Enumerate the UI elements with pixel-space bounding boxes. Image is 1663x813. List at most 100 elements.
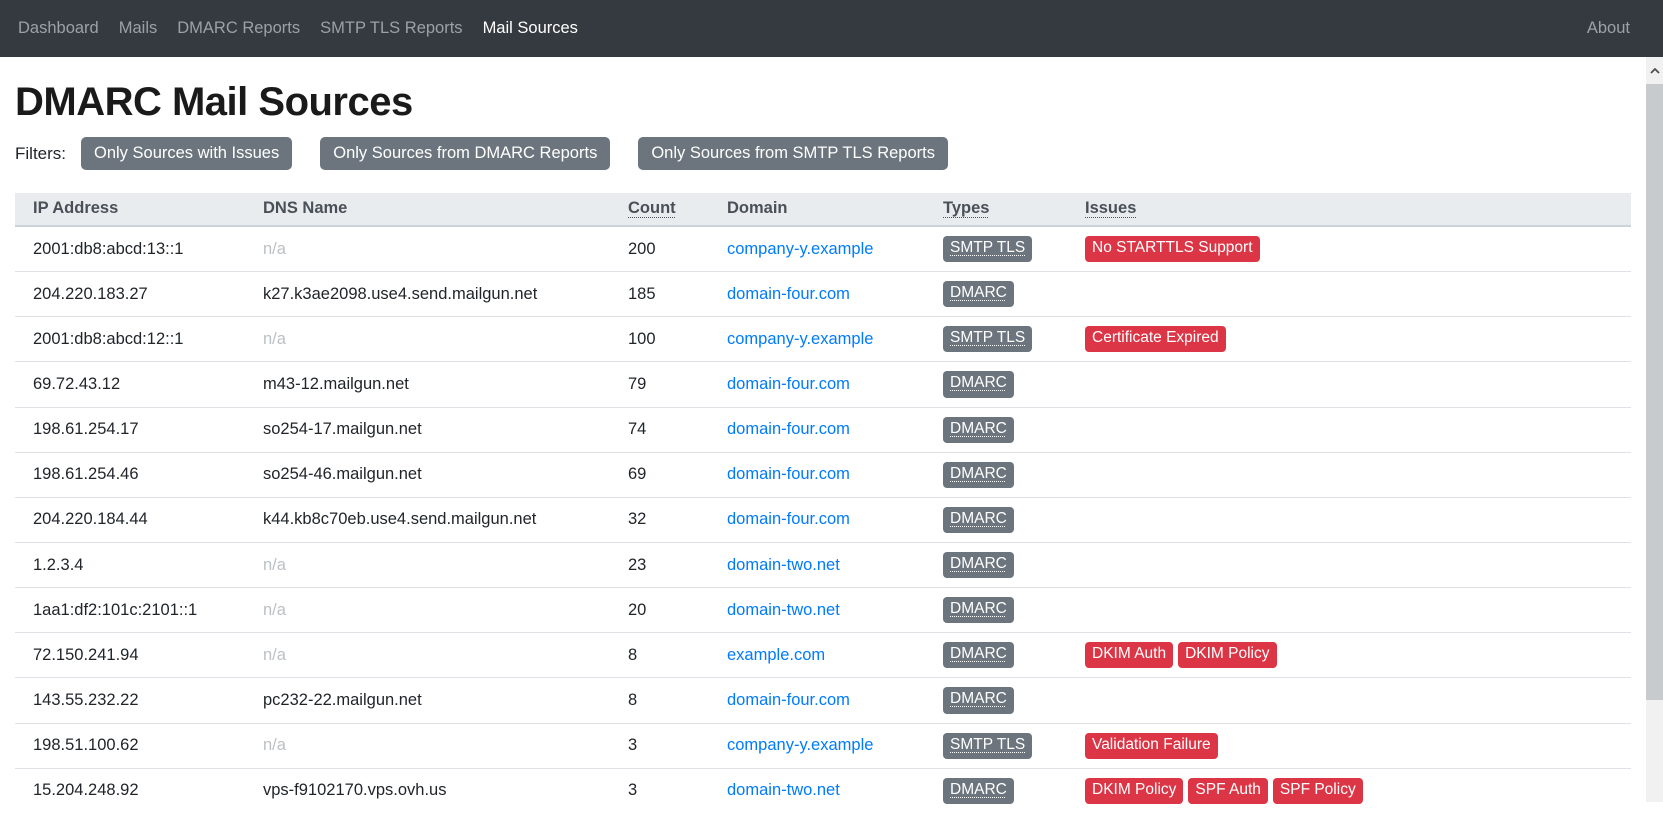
domain-link[interactable]: domain-two.net [727, 556, 840, 574]
column-header-ip-address: IP Address [15, 193, 263, 226]
type-badge-dmarc[interactable]: DMARC [943, 507, 1014, 533]
nav-item-mail-sources[interactable]: Mail Sources [473, 11, 588, 46]
cell-types: DMARC [943, 588, 1085, 633]
cell-count: 74 [628, 407, 727, 452]
domain-link[interactable]: company-y.example [727, 330, 873, 348]
cell-domain: company-y.example [727, 317, 943, 362]
nav-item-smtp-tls-reports[interactable]: SMTP TLS Reports [310, 11, 472, 46]
type-badge-smtp-tls[interactable]: SMTP TLS [943, 326, 1032, 352]
type-badge-smtp-tls[interactable]: SMTP TLS [943, 236, 1032, 262]
cell-issues [1085, 542, 1631, 587]
cell-count: 23 [628, 542, 727, 587]
cell-ip-address: 72.150.241.94 [15, 633, 263, 678]
cell-types: DMARC [943, 362, 1085, 407]
cell-types: DMARC [943, 768, 1085, 813]
filters-bar: Filters: Only Sources with Issues Only So… [15, 137, 1631, 170]
type-badge-dmarc[interactable]: DMARC [943, 462, 1014, 488]
type-badge-dmarc[interactable]: DMARC [943, 778, 1014, 804]
cell-dns-name: k44.kb8c70eb.use4.send.mailgun.net [263, 497, 628, 542]
cell-count: 20 [628, 588, 727, 633]
domain-link[interactable]: company-y.example [727, 736, 873, 754]
cell-issues [1085, 588, 1631, 633]
type-badge-dmarc[interactable]: DMARC [943, 687, 1014, 713]
cell-dns-name: so254-17.mailgun.net [263, 407, 628, 452]
cell-domain: domain-two.net [727, 588, 943, 633]
column-header-count[interactable]: Count [628, 193, 727, 226]
main-content: DMARC Mail Sources Filters: Only Sources… [0, 78, 1646, 813]
cell-issues [1085, 497, 1631, 542]
cell-issues: No STARTTLS Support [1085, 226, 1631, 272]
nav-item-dashboard[interactable]: Dashboard [8, 11, 109, 46]
cell-dns-name: n/a [263, 633, 628, 678]
domain-link[interactable]: domain-four.com [727, 510, 850, 528]
cell-issues [1085, 362, 1631, 407]
vertical-scrollbar[interactable] [1646, 57, 1663, 802]
cell-dns-name: n/a [263, 226, 628, 272]
issue-badge-validation-failure: Validation Failure [1085, 733, 1218, 759]
domain-link[interactable]: domain-four.com [727, 285, 850, 303]
cell-types: DMARC [943, 272, 1085, 317]
domain-link[interactable]: domain-two.net [727, 781, 840, 799]
cell-ip-address: 2001:db8:abcd:13::1 [15, 226, 263, 272]
cell-ip-address: 198.61.254.17 [15, 407, 263, 452]
domain-link[interactable]: company-y.example [727, 240, 873, 258]
filter-button-only-sources-from-smtp-tls-reports[interactable]: Only Sources from SMTP TLS Reports [638, 137, 948, 170]
cell-count: 8 [628, 633, 727, 678]
cell-domain: domain-four.com [727, 497, 943, 542]
cell-types: DMARC [943, 542, 1085, 587]
type-badge-dmarc[interactable]: DMARC [943, 417, 1014, 443]
domain-link[interactable]: domain-four.com [727, 420, 850, 438]
type-badge-smtp-tls[interactable]: SMTP TLS [943, 733, 1032, 759]
cell-domain: domain-two.net [727, 542, 943, 587]
column-header-issues[interactable]: Issues [1085, 193, 1631, 226]
cell-dns-name: n/a [263, 723, 628, 768]
page-title: DMARC Mail Sources [15, 78, 1631, 126]
type-badge-dmarc[interactable]: DMARC [943, 281, 1014, 307]
nav-item-about[interactable]: About [1577, 11, 1640, 46]
filters-label: Filters: [15, 144, 66, 164]
issue-badge-certificate-expired: Certificate Expired [1085, 326, 1226, 352]
scrollbar-thumb[interactable] [1646, 84, 1663, 700]
filter-button-only-sources-with-issues[interactable]: Only Sources with Issues [81, 137, 292, 170]
cell-domain: example.com [727, 633, 943, 678]
domain-link[interactable]: domain-four.com [727, 691, 850, 709]
nav-item-mails[interactable]: Mails [109, 11, 168, 46]
cell-count: 100 [628, 317, 727, 362]
domain-link[interactable]: example.com [727, 646, 825, 664]
column-header-types[interactable]: Types [943, 193, 1085, 226]
cell-ip-address: 1aa1:df2:101c:2101::1 [15, 588, 263, 633]
cell-dns-name: k27.k3ae2098.use4.send.mailgun.net [263, 272, 628, 317]
domain-link[interactable]: domain-four.com [727, 465, 850, 483]
cell-ip-address: 15.204.248.92 [15, 768, 263, 813]
filter-button-only-sources-from-dmarc-reports[interactable]: Only Sources from DMARC Reports [320, 137, 610, 170]
cell-count: 8 [628, 678, 727, 723]
cell-issues [1085, 272, 1631, 317]
cell-dns-name: pc232-22.mailgun.net [263, 678, 628, 723]
issue-badge-spf-auth: SPF Auth [1188, 778, 1267, 804]
column-header-label: Domain [727, 199, 788, 217]
nav-item-dmarc-reports[interactable]: DMARC Reports [167, 11, 310, 46]
cell-ip-address: 69.72.43.12 [15, 362, 263, 407]
column-header-dns-name: DNS Name [263, 193, 628, 226]
issue-badge-no-starttls-support: No STARTTLS Support [1085, 236, 1260, 262]
cell-dns-name: vps-f9102170.vps.ovh.us [263, 768, 628, 813]
issue-badge-dkim-auth: DKIM Auth [1085, 642, 1173, 668]
scrollbar-up-button[interactable] [1646, 57, 1663, 84]
type-badge-dmarc[interactable]: DMARC [943, 552, 1014, 578]
type-badge-dmarc[interactable]: DMARC [943, 371, 1014, 397]
type-badge-dmarc[interactable]: DMARC [943, 597, 1014, 623]
cell-count: 3 [628, 723, 727, 768]
type-badge-dmarc[interactable]: DMARC [943, 642, 1014, 668]
cell-issues: Certificate Expired [1085, 317, 1631, 362]
domain-link[interactable]: domain-four.com [727, 375, 850, 393]
domain-link[interactable]: domain-two.net [727, 601, 840, 619]
